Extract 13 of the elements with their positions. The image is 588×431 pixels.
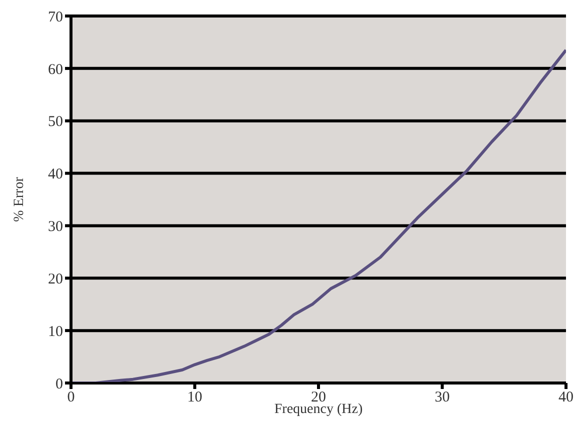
y-tick-label: 60 — [48, 62, 63, 78]
y-tick-label: 70 — [48, 9, 63, 26]
x-tick-label: 10 — [187, 390, 202, 406]
x-tick-label: 40 — [558, 390, 574, 406]
x-tick-label: 0 — [67, 390, 75, 406]
y-axis-title: % Error — [12, 176, 27, 222]
y-tick-label: 40 — [48, 166, 63, 183]
y-tick-label: 20 — [48, 271, 63, 288]
y-tick-label: 30 — [48, 219, 63, 236]
y-tick-label: 10 — [48, 324, 63, 340]
y-tick-label: 50 — [48, 114, 63, 130]
y-tick-label: 0 — [56, 376, 63, 392]
x-tick-label: 30 — [434, 390, 450, 406]
